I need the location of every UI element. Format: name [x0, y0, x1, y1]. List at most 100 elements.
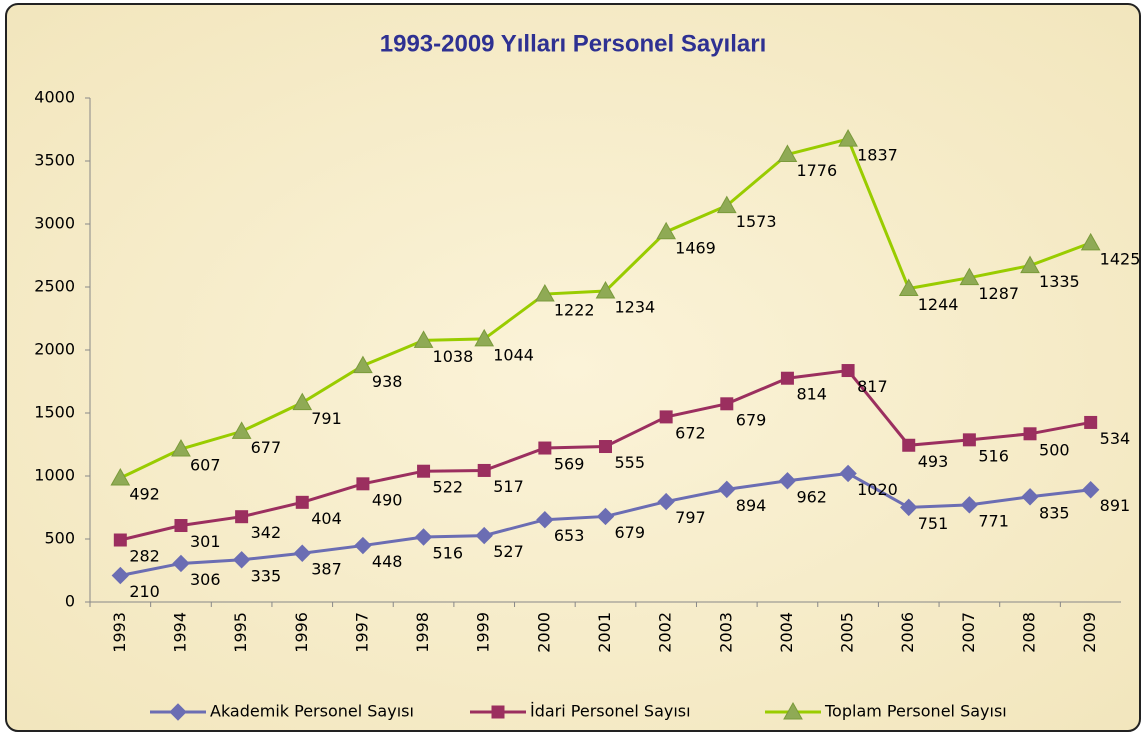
y-tick-label: 4000 — [34, 88, 75, 107]
x-tick-label: 1995 — [231, 612, 250, 653]
marker — [353, 355, 373, 374]
data-label: 1244 — [918, 295, 959, 314]
marker — [475, 526, 493, 545]
marker — [174, 519, 188, 533]
marker — [900, 498, 918, 517]
x-tick-label: 2002 — [656, 612, 675, 653]
data-label: 1335 — [1039, 272, 1080, 291]
data-label: 1573 — [736, 212, 777, 231]
marker — [1023, 427, 1037, 441]
chart-frame — [5, 3, 1141, 732]
data-label: 282 — [129, 547, 160, 566]
marker — [295, 495, 309, 509]
data-label: 835 — [1039, 503, 1070, 522]
marker — [292, 392, 313, 411]
data-label: 387 — [311, 560, 342, 579]
x-tick-label: 2007 — [959, 612, 978, 653]
y-tick-label: 500 — [44, 529, 75, 548]
marker — [113, 533, 127, 547]
data-label: 210 — [129, 582, 160, 601]
data-label: 1837 — [857, 146, 898, 165]
marker — [231, 421, 252, 439]
data-label: 492 — [129, 485, 160, 504]
marker — [1084, 415, 1098, 429]
marker — [1081, 481, 1100, 499]
data-label: 516 — [978, 446, 1009, 465]
data-label: 1425 — [1100, 249, 1141, 268]
data-label: 569 — [554, 455, 585, 474]
marker — [962, 433, 976, 447]
data-label: 1222 — [554, 301, 595, 320]
x-tick-label: 1997 — [352, 612, 371, 653]
marker — [171, 439, 191, 457]
marker — [841, 364, 855, 378]
x-tick-label: 1994 — [170, 612, 189, 653]
x-tick-label: 2006 — [898, 612, 917, 653]
marker — [659, 410, 673, 424]
marker — [960, 496, 979, 514]
data-label: 500 — [1039, 440, 1070, 459]
data-label: 814 — [796, 385, 827, 404]
data-label: 516 — [433, 543, 464, 562]
data-label: 1776 — [796, 161, 837, 180]
marker — [898, 278, 919, 297]
marker — [838, 129, 858, 147]
data-label: 1038 — [433, 347, 474, 366]
marker — [474, 328, 495, 347]
data-label: 522 — [433, 478, 464, 497]
marker — [599, 440, 612, 454]
marker — [172, 554, 190, 573]
marker — [718, 480, 736, 499]
marker — [656, 221, 677, 240]
data-label: 962 — [796, 487, 827, 506]
data-label: 653 — [554, 526, 585, 545]
legend-label: Toplam Personel Sayısı — [824, 702, 1007, 721]
marker — [902, 438, 916, 452]
x-tick-label: 2000 — [534, 612, 553, 653]
data-label: 342 — [251, 523, 282, 542]
data-label: 490 — [372, 490, 403, 509]
marker — [780, 371, 794, 385]
x-tick-label: 2009 — [1080, 612, 1099, 653]
marker — [777, 144, 798, 162]
legend-label: Akademik Personel Sayısı — [210, 702, 414, 721]
x-tick-label: 2008 — [1020, 612, 1039, 653]
x-tick-label: 2003 — [716, 612, 735, 653]
marker — [417, 464, 431, 478]
marker — [596, 507, 615, 526]
marker — [595, 281, 616, 299]
marker — [111, 566, 130, 585]
marker — [538, 441, 552, 455]
marker — [839, 464, 857, 483]
marker — [1020, 255, 1040, 274]
data-label: 555 — [615, 453, 646, 472]
marker — [536, 511, 554, 529]
marker — [235, 510, 249, 524]
x-tick-label: 1996 — [292, 612, 311, 653]
marker — [477, 463, 491, 477]
marker — [232, 551, 251, 569]
marker — [491, 705, 505, 719]
data-label: 894 — [736, 496, 767, 515]
data-label: 679 — [615, 523, 646, 542]
y-tick-label: 2500 — [34, 277, 75, 296]
data-label: 607 — [190, 456, 221, 475]
y-tick-label: 1500 — [34, 403, 75, 422]
x-tick-label: 2004 — [777, 612, 796, 653]
marker — [293, 544, 311, 562]
data-label: 527 — [493, 542, 524, 561]
data-label: 335 — [251, 566, 282, 585]
data-label: 891 — [1100, 496, 1131, 515]
data-label: 797 — [675, 508, 706, 527]
marker — [534, 284, 555, 302]
marker — [169, 703, 187, 721]
data-label: 938 — [372, 372, 403, 391]
data-label: 771 — [978, 511, 1009, 530]
x-tick-label: 1998 — [413, 612, 432, 653]
data-label: 751 — [918, 514, 949, 533]
data-label: 301 — [190, 532, 221, 551]
data-label: 517 — [493, 477, 524, 496]
marker — [414, 528, 433, 546]
data-label: 679 — [736, 410, 767, 429]
marker — [1021, 488, 1039, 506]
